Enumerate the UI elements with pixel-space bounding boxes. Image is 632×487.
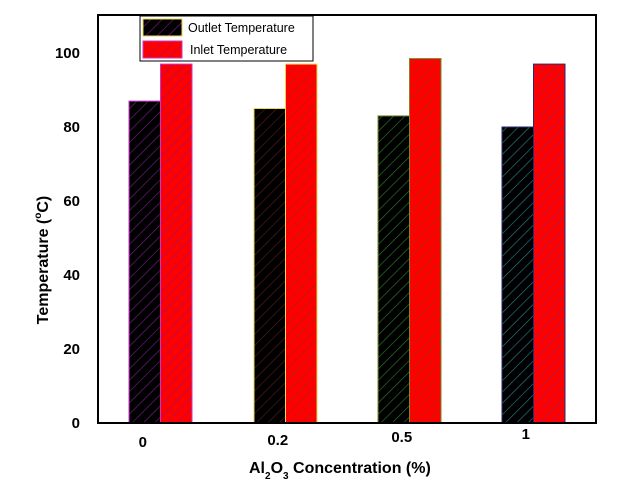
bar-inlet-0.2 [285, 63, 318, 424]
legend-label-outlet: Outlet Temperature [188, 21, 295, 35]
bar-outlet-0.5 [377, 115, 410, 424]
y-axis-title-degree: o [33, 213, 44, 219]
x-axis-title-sub3: 3 [283, 471, 289, 482]
x-tick-label-0: 0 [139, 434, 147, 451]
bar-inlet-1 [533, 63, 566, 424]
y-tick-label-40: 40 [63, 267, 80, 284]
bars-layer [128, 58, 566, 424]
x-tick-labels: 0 0.2 0.5 1 [139, 426, 530, 451]
y-axis-title-rest: C) [35, 196, 52, 213]
legend-swatch-outlet [142, 18, 183, 37]
x-tick-label-1: 1 [522, 426, 530, 443]
plot-frame [97, 14, 597, 424]
bar-inlet-0.5 [409, 58, 442, 424]
bar-outlet-0.2 [253, 108, 286, 424]
y-tick-labels: 0 20 40 60 80 100 [55, 45, 80, 432]
x-axis-title-sub2: 2 [265, 471, 271, 482]
legend-swatch-inlet [142, 40, 183, 59]
x-tick-label-0.2: 0.2 [267, 432, 288, 449]
y-axis-title: Temperature (oC) [33, 196, 52, 325]
y-tick-label-60: 60 [63, 193, 80, 210]
y-tick-label-20: 20 [63, 341, 80, 358]
x-axis-title-rest: Concentration (%) [289, 460, 431, 477]
y-tick-label-80: 80 [63, 119, 80, 136]
y-tick-label-0: 0 [72, 415, 80, 432]
y-axis-title-main: Temperature ( [35, 218, 52, 324]
bar-outlet-0 [128, 100, 161, 424]
bar-outlet-1 [501, 126, 534, 424]
x-axis-title-al: Al [249, 460, 265, 477]
x-axis-title: Al2O3 Concentration (%) [249, 460, 431, 482]
bar-inlet-0 [160, 63, 193, 424]
x-axis-title-o: O [271, 460, 283, 477]
x-tick-label-0.5: 0.5 [391, 429, 412, 446]
legend: Outlet Temperature Inlet Temperature [139, 15, 314, 62]
legend-label-inlet: Inlet Temperature [190, 43, 287, 57]
y-tick-label-100: 100 [55, 45, 80, 62]
